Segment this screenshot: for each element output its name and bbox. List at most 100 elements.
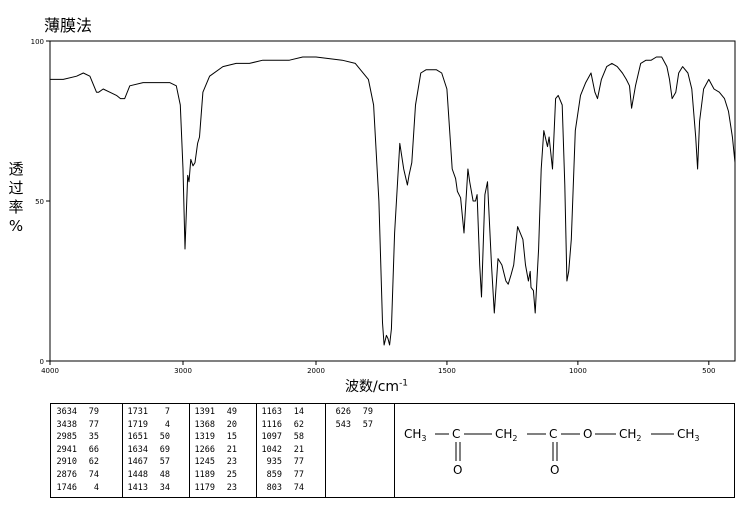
x-tick-label: 2000 [307,367,325,375]
peak-row: 1042 21 [256,444,325,457]
peak-wavenumber: 1391 [194,407,215,417]
peak-row: 1116 62 [256,419,325,432]
y-axis-label-char: 过 [8,179,24,197]
peak-table-column: 626 79 543 57 [325,404,395,497]
y-axis-label-char: % [8,217,24,235]
peak-transmittance: 4 [164,419,170,430]
peak-transmittance: 25 [226,469,237,480]
peak-transmittance: 57 [362,419,373,430]
structure-panel: CH3 C CH2 C O CH2 CH3 O O [394,404,734,497]
x-axis-label-text: 波数/cm [345,379,400,395]
peak-row: 543 57 [325,419,394,432]
peak-row: 1651 50 [122,431,189,444]
y-tick-label: 100 [31,38,44,46]
peak-wavenumber: 1189 [194,469,215,480]
structure-group: CH3 [404,427,427,443]
peak-row: 2876 74 [51,469,122,482]
peak-row: 1163 14 [256,406,325,419]
x-tick-label: 3000 [174,367,192,375]
peak-wavenumber: 1245 [194,457,215,468]
peak-row: 859 77 [256,469,325,482]
peak-row: 1391 49 [189,406,256,419]
peak-wavenumber: 1042 [261,444,282,455]
x-tick-label: 4000 [41,367,59,375]
peak-row: 1097 58 [256,431,325,444]
peak-wavenumber: 2876 [56,469,77,480]
peak-wavenumber: 1163 [261,407,282,417]
peak-row: 3438 77 [51,419,122,432]
peak-wavenumber: 1116 [261,419,282,430]
y-tick-label: 50 [35,198,44,206]
peak-wavenumber: 2910 [56,457,77,468]
peak-wavenumber: 1651 [127,432,148,443]
peak-table-box: 3634 79 3438 77 2985 35 2941 66 2910 62 2876 74 1746… [50,403,735,498]
peak-transmittance: 74 [293,482,304,493]
peak-wavenumber: 3634 [56,407,77,417]
peak-transmittance: 15 [226,432,237,443]
peak-wavenumber: 1467 [127,457,148,468]
peak-row: 1719 4 [122,419,189,432]
peak-transmittance: 50 [159,432,170,443]
peak-wavenumber: 2985 [56,432,77,443]
carbonyl-oxygen: O [453,463,462,477]
x-tick-label: 1500 [438,367,456,375]
peak-transmittance: 48 [159,469,170,480]
peak-transmittance: 35 [88,432,99,443]
peak-wavenumber: 543 [335,419,351,430]
peak-transmittance: 34 [159,482,170,493]
peak-wavenumber: 1448 [127,469,148,480]
peak-wavenumber: 803 [266,482,282,493]
peak-wavenumber: 1413 [127,482,148,493]
peak-row: 1319 15 [189,431,256,444]
peak-transmittance: 79 [362,407,373,417]
peak-wavenumber: 1266 [194,444,215,455]
peak-transmittance: 23 [226,482,237,493]
peak-transmittance: 62 [293,419,304,430]
plot-frame [49,40,736,362]
peak-row: 1189 25 [189,469,256,482]
peak-wavenumber: 935 [266,457,282,468]
x-tick-label: 500 [702,367,715,375]
carbonyl-oxygen: O [550,463,559,477]
peak-wavenumber: 1634 [127,444,148,455]
peak-transmittance: 79 [88,407,99,417]
peak-transmittance: 21 [293,444,304,455]
peak-transmittance: 23 [226,457,237,468]
peak-row: 2910 62 [51,456,122,469]
peak-transmittance: 77 [88,419,99,430]
peak-transmittance: 49 [226,407,237,417]
peak-row: 2941 66 [51,444,122,457]
structure-group: CH3 [677,427,700,443]
peak-transmittance: 14 [293,407,304,417]
peak-transmittance: 77 [293,457,304,468]
peak-transmittance: 66 [88,444,99,455]
peak-row: 1746 4 [51,482,122,495]
peak-row: 1634 69 [122,444,189,457]
y-tick-label: 0 [40,358,44,366]
peak-table-column: 1163 14 1116 62 1097 58 1042 21 935 77 859 77 803 74 [256,404,326,497]
peak-wavenumber: 859 [266,469,282,480]
structure-group: C [549,427,557,441]
peak-wavenumber: 1097 [261,432,282,443]
peak-table-column: 1731 7 1719 4 1651 50 1634 69 1467 57 1448 48 1413 34 [122,404,190,497]
peak-transmittance: 62 [88,457,99,468]
peak-wavenumber: 1319 [194,432,215,443]
y-axis-label: 透 过 率 % [6,160,26,236]
peak-transmittance: 58 [293,432,304,443]
y-axis-label-char: 率 [8,198,24,216]
peak-wavenumber: 1731 [127,407,148,417]
x-axis-label-unit-exponent: -1 [399,378,409,389]
peak-row: 2985 35 [51,431,122,444]
peak-table-column: 1391 49 1368 20 1319 15 1266 21 1245 23 1189 25 1179… [189,404,257,497]
peak-row: 3634 79 [51,406,122,419]
peak-row: 1448 48 [122,469,189,482]
peak-row: 1467 57 [122,456,189,469]
x-tick-label: 1000 [569,367,587,375]
peak-row: 935 77 [256,456,325,469]
chart-title: 薄膜法 [44,16,93,35]
structure-group: CH2 [619,427,642,443]
peak-row: 626 79 [325,406,394,419]
peak-transmittance: 69 [159,444,170,455]
peak-wavenumber: 2941 [56,444,77,455]
